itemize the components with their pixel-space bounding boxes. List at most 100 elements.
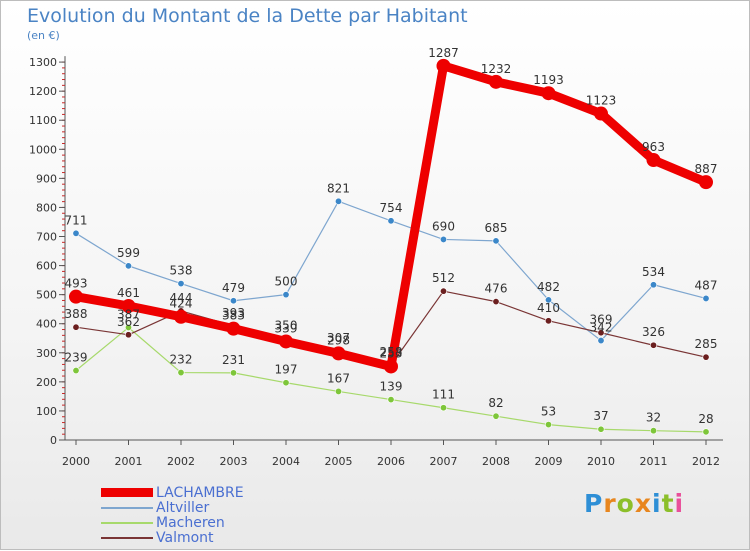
y-tick-label: 400 — [36, 318, 57, 331]
data-point — [230, 369, 238, 377]
legend-label: Altviller — [156, 500, 210, 516]
data-label: 512 — [432, 271, 455, 285]
logo-letter: P — [584, 489, 604, 518]
data-point — [492, 412, 500, 420]
data-label: 685 — [485, 221, 508, 235]
data-label: 285 — [695, 337, 718, 351]
data-point — [282, 291, 290, 299]
legend-swatch — [101, 537, 153, 539]
data-label: 887 — [695, 162, 718, 176]
legend-label: Valmont — [156, 530, 214, 546]
data-point — [121, 298, 136, 313]
data-point — [702, 428, 710, 436]
data-point — [387, 217, 395, 225]
y-tick-label: 600 — [36, 260, 57, 273]
x-tick-label: 2006 — [377, 455, 405, 468]
x-tick-label: 2002 — [167, 455, 195, 468]
data-label: 461 — [117, 286, 140, 300]
data-label: 82 — [488, 396, 503, 410]
data-label: 388 — [65, 307, 88, 321]
data-label: 197 — [275, 363, 298, 377]
y-tick-label: 1200 — [29, 85, 57, 98]
data-label: 821 — [327, 181, 350, 195]
x-tick-label: 2000 — [62, 455, 90, 468]
data-point — [439, 235, 447, 243]
data-label: 690 — [432, 219, 455, 233]
logo-letter: t — [661, 489, 675, 518]
y-tick-label: 1300 — [29, 56, 57, 69]
data-point — [649, 341, 657, 349]
data-point — [492, 298, 500, 306]
legend-swatch — [101, 488, 153, 497]
logo-letter: x — [634, 489, 652, 518]
x-tick-label: 2003 — [220, 455, 248, 468]
y-tick-label: 900 — [36, 172, 57, 185]
legend-label: LACHAMBRE — [156, 485, 244, 501]
data-label: 342 — [590, 321, 613, 335]
data-point — [177, 369, 185, 377]
data-point — [72, 229, 80, 237]
logo-letter: r — [603, 489, 617, 518]
data-label: 424 — [170, 297, 193, 311]
legend-swatch — [101, 522, 153, 524]
data-label: 963 — [642, 140, 665, 154]
data-label: 339 — [275, 321, 298, 335]
data-point — [646, 153, 661, 168]
y-tick-label: 300 — [36, 347, 57, 360]
data-point — [597, 329, 605, 337]
data-label: 393 — [222, 306, 245, 320]
data-label: 476 — [485, 282, 508, 296]
data-point — [282, 379, 290, 387]
data-point — [279, 334, 293, 349]
logo-letter: i — [674, 489, 685, 518]
data-point — [436, 58, 451, 73]
data-label: 711 — [65, 213, 88, 227]
legend-swatch — [101, 507, 153, 509]
data-label: 479 — [222, 281, 245, 295]
data-point — [702, 294, 710, 302]
data-label: 111 — [432, 388, 455, 402]
data-point — [489, 74, 503, 89]
data-point — [387, 396, 395, 404]
data-label: 383 — [222, 309, 245, 323]
data-label: 1193 — [533, 73, 564, 87]
data-label: 37 — [593, 409, 608, 423]
data-point — [702, 353, 710, 361]
data-label: 253 — [380, 346, 403, 360]
data-label: 1123 — [586, 94, 617, 108]
data-label: 239 — [65, 351, 88, 365]
data-point — [230, 297, 238, 305]
data-label: 298 — [327, 333, 350, 347]
y-tick-label: 700 — [36, 231, 57, 244]
data-label: 482 — [537, 280, 560, 294]
data-point — [384, 359, 398, 374]
data-label: 231 — [222, 353, 245, 367]
data-point — [174, 309, 188, 324]
legend-label: Macheren — [156, 515, 225, 531]
data-point — [125, 331, 133, 339]
data-point — [492, 237, 500, 245]
data-point — [439, 404, 447, 412]
y-tick-label: 200 — [36, 376, 57, 389]
data-point — [597, 337, 605, 345]
data-label: 534 — [642, 265, 665, 279]
x-tick-label: 2005 — [325, 455, 353, 468]
y-tick-label: 100 — [36, 405, 57, 418]
data-point — [226, 321, 241, 336]
x-tick-label: 2011 — [640, 455, 668, 468]
data-label: 167 — [327, 371, 350, 385]
data-label: 28 — [698, 412, 713, 426]
data-point — [541, 86, 556, 101]
data-point — [72, 367, 80, 375]
data-point — [125, 323, 133, 331]
x-tick-label: 2010 — [587, 455, 615, 468]
data-point — [331, 346, 346, 361]
x-tick-label: 2008 — [482, 455, 510, 468]
data-point — [439, 287, 447, 295]
data-label: 538 — [170, 264, 193, 278]
data-label: 139 — [380, 380, 403, 394]
data-label: 362 — [117, 315, 140, 329]
data-label: 754 — [380, 201, 403, 215]
